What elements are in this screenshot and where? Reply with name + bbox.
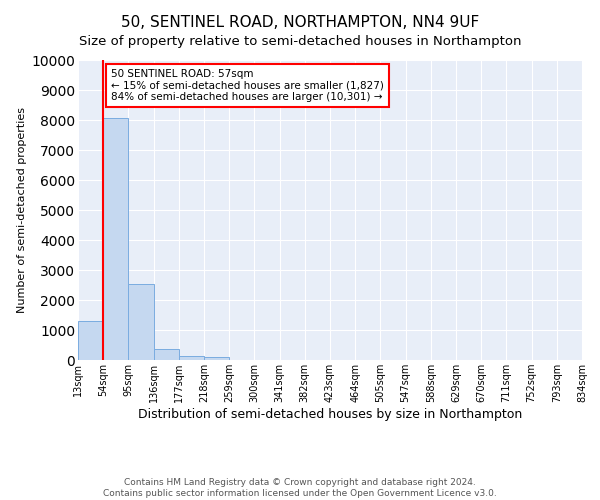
Bar [179,356,204,360]
Y-axis label: Number of semi-detached properties: Number of semi-detached properties [17,107,27,313]
Text: Contains HM Land Registry data © Crown copyright and database right 2024.
Contai: Contains HM Land Registry data © Crown c… [103,478,497,498]
Text: Size of property relative to semi-detached houses in Northampton: Size of property relative to semi-detach… [79,35,521,48]
Text: 50 SENTINEL ROAD: 57sqm
← 15% of semi-detached houses are smaller (1,827)
84% of: 50 SENTINEL ROAD: 57sqm ← 15% of semi-de… [111,69,383,102]
X-axis label: Distribution of semi-detached houses by size in Northampton: Distribution of semi-detached houses by … [138,408,522,421]
Text: 50, SENTINEL ROAD, NORTHAMPTON, NN4 9UF: 50, SENTINEL ROAD, NORTHAMPTON, NN4 9UF [121,15,479,30]
Bar [103,118,128,360]
Bar [154,348,179,360]
Bar [78,321,103,360]
Bar [204,356,229,360]
Bar [128,284,154,360]
